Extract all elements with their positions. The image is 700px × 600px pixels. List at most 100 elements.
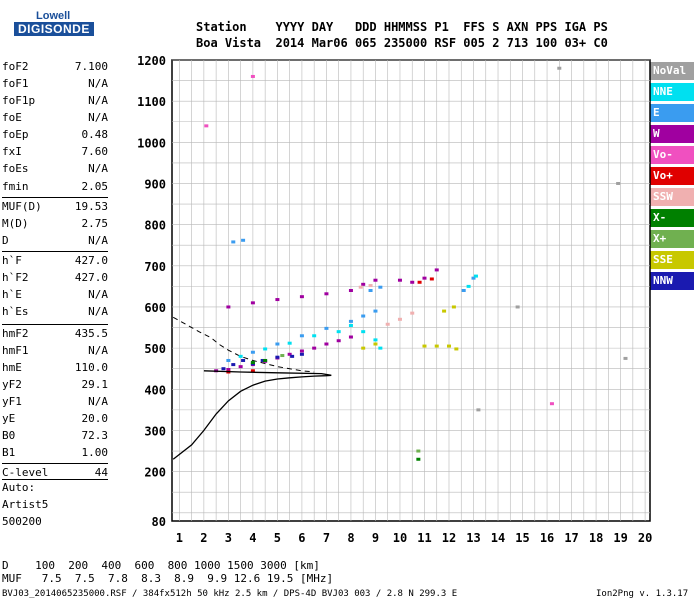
legend-item-sse: SSE — [650, 251, 694, 269]
legend-item-vo: Vo- — [650, 146, 694, 164]
data-point-ssw — [385, 322, 390, 326]
data-point-nne — [263, 347, 268, 351]
param-value: 435.5 — [74, 327, 108, 340]
dashed-curve — [172, 316, 315, 373]
data-point-w — [422, 276, 427, 280]
param-value: 20.0 — [81, 412, 109, 425]
data-point-w — [226, 368, 231, 372]
x-tick-label: 2 — [200, 531, 207, 545]
data-point-nne — [287, 341, 292, 345]
data-point-ssw — [368, 284, 373, 288]
data-point-sse — [422, 344, 427, 348]
param-label: foEp — [2, 128, 29, 141]
legend-item-x: X+ — [650, 230, 694, 248]
param-value: 29.1 — [81, 378, 109, 391]
param-value: 427.0 — [74, 271, 108, 284]
param-label: B0 — [2, 429, 16, 442]
param-value: 44 — [94, 466, 108, 479]
y-tick-label: 1100 — [137, 95, 166, 109]
y-tick-label: 600 — [144, 301, 166, 315]
data-point-w — [250, 301, 255, 305]
footer-muf-row: MUF 7.5 7.5 7.8 8.3 8.9 9.9 12.6 19.5 [M… — [2, 572, 334, 585]
param-value: N/A — [88, 77, 108, 90]
param-label: foE — [2, 111, 22, 124]
data-point-nnw — [275, 355, 280, 359]
y-tick-label: 500 — [144, 342, 166, 356]
data-point-nne — [238, 354, 243, 358]
data-point-w — [434, 268, 439, 272]
param-value: 72.3 — [81, 429, 109, 442]
data-point-sse — [451, 305, 456, 309]
data-point-nnw — [299, 352, 304, 356]
data-point-w — [287, 352, 292, 356]
param-value: N/A — [88, 344, 108, 357]
data-point-vo — [250, 74, 255, 78]
data-point-sse — [442, 309, 447, 313]
data-point-e — [226, 358, 231, 362]
data-point-e — [378, 285, 383, 289]
y-tick-label: 400 — [144, 383, 166, 397]
footer-file-info: BVJ03_2014065235000.RSF / 384fx512h 50 k… — [2, 589, 458, 599]
data-point-e — [471, 276, 476, 280]
param-label: fxI — [2, 145, 22, 158]
data-point-e — [250, 350, 255, 354]
data-point-nne — [361, 330, 366, 334]
param-value: 19.53 — [74, 200, 108, 213]
param-value: 110.0 — [74, 361, 108, 374]
logo-lowell: Lowell — [36, 10, 71, 22]
data-point-w — [226, 305, 231, 309]
data-point-e — [241, 238, 246, 242]
param-label: h`F2 — [2, 271, 29, 284]
data-point-e — [275, 342, 280, 346]
y-tick-label: 900 — [144, 177, 166, 191]
param-value: N/A — [88, 305, 108, 318]
legend-item-nnw: NNW — [650, 272, 694, 290]
legend-item-w: W — [650, 125, 694, 143]
param-value: 2.75 — [81, 217, 109, 230]
param-separator — [2, 479, 108, 480]
data-point-noval — [623, 356, 628, 360]
x-tick-label: 14 — [491, 531, 505, 545]
x-tick-label: 4 — [249, 531, 256, 545]
data-point-e — [373, 309, 378, 313]
plot-frame — [171, 59, 651, 522]
x-tick-label: 1 — [176, 531, 183, 545]
param-value: N/A — [88, 395, 108, 408]
data-point-vo — [429, 277, 434, 281]
header-row-1: Station YYYY DAY DDD HHMMSS P1 FFS S AXN… — [196, 20, 608, 34]
data-point-e — [348, 319, 353, 323]
profile-curve — [172, 370, 332, 460]
data-point-w — [299, 295, 304, 299]
data-point-ssw — [410, 311, 415, 315]
logo-digisonde: DIGISONDE — [14, 22, 94, 36]
data-point-e — [461, 289, 466, 292]
data-point-nnw — [221, 367, 226, 371]
x-tick-label: 3 — [225, 531, 232, 545]
data-point-w — [397, 278, 402, 282]
param-label: yE — [2, 412, 16, 425]
data-point-x — [416, 449, 421, 453]
param-label: D — [2, 234, 9, 247]
y-tick-label: 800 — [144, 219, 166, 233]
auto-artist: Artist5 — [2, 498, 49, 511]
legend-item-x: X- — [650, 209, 694, 227]
param-value: 427.0 — [74, 254, 108, 267]
data-point-noval — [515, 305, 520, 309]
data-point-w — [361, 282, 366, 286]
data-point-x — [416, 457, 421, 461]
data-point-vo — [250, 369, 255, 373]
param-label: foF1 — [2, 77, 29, 90]
param-value: 2.05 — [81, 180, 109, 193]
data-point-nnw — [231, 363, 236, 367]
footer-distance-row: D 100 200 400 600 800 1000 1500 3000 [km… — [2, 559, 320, 572]
footer-version: Ion2Png v. 1.3.17 — [596, 589, 689, 599]
data-point-nne — [373, 338, 378, 342]
legend-item-nne: NNE — [650, 83, 694, 101]
data-point-w — [348, 335, 353, 339]
data-point-nne — [378, 346, 383, 350]
data-point-w — [312, 346, 317, 350]
param-value: 7.100 — [74, 60, 108, 73]
param-label: foF2 — [2, 60, 29, 73]
data-point-sse — [446, 344, 451, 348]
